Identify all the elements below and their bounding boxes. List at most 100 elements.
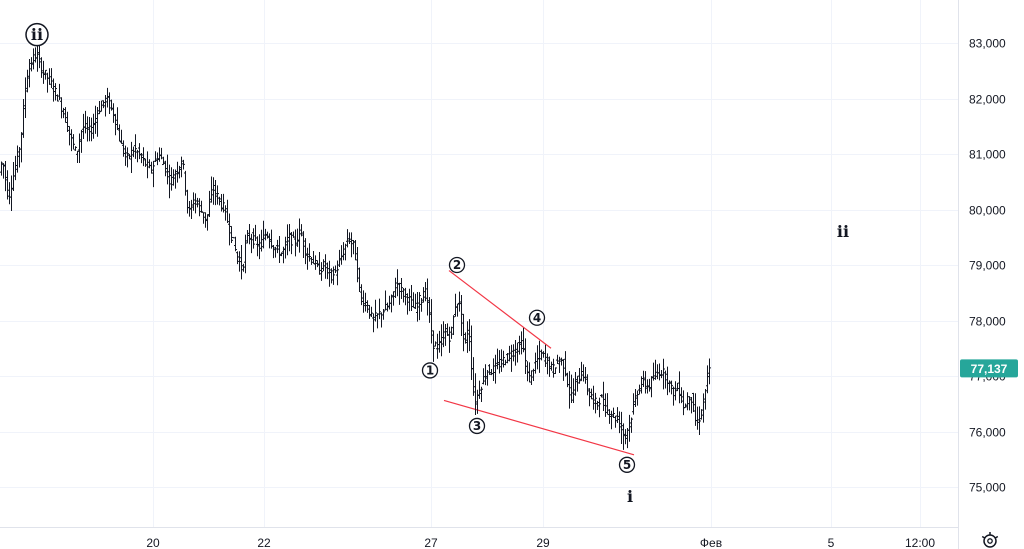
price-tick-label: 78,000 bbox=[969, 315, 1006, 329]
price-tick-label: 76,000 bbox=[969, 426, 1006, 440]
wave-label-3[interactable]: 3 bbox=[468, 417, 486, 435]
price-bar bbox=[304, 238, 307, 265]
price-bar bbox=[478, 380, 481, 399]
price-bar bbox=[358, 267, 361, 293]
price-axis[interactable]: 75,00076,00077,00078,00079,00080,00081,0… bbox=[969, 37, 1006, 495]
current-price-badge: 77,137 bbox=[960, 359, 1018, 378]
price-bar bbox=[310, 257, 313, 265]
wave-label-2[interactable]: 2 bbox=[448, 256, 466, 274]
price-bar bbox=[140, 153, 143, 164]
price-bar bbox=[698, 406, 701, 435]
price-bar bbox=[620, 411, 623, 444]
price-bar bbox=[556, 354, 559, 365]
price-bar bbox=[558, 356, 561, 373]
time-tick-label: Фев bbox=[700, 536, 722, 549]
price-bar bbox=[628, 414, 631, 442]
price-bar bbox=[16, 145, 19, 173]
svg-text:1: 1 bbox=[426, 364, 434, 378]
price-tick-label: 75,000 bbox=[969, 481, 1006, 495]
price-bar bbox=[650, 376, 653, 398]
price-bar bbox=[396, 269, 399, 297]
price-bar bbox=[178, 165, 181, 179]
price-bar bbox=[506, 353, 509, 364]
price-bar bbox=[238, 251, 241, 272]
price-bar bbox=[350, 232, 353, 258]
wave-label-ii[interactable]: ii bbox=[837, 222, 849, 241]
price-bar bbox=[202, 211, 205, 224]
price-bar bbox=[290, 232, 293, 255]
price-bar bbox=[364, 292, 367, 312]
price-bar bbox=[344, 243, 347, 261]
price-bar bbox=[588, 388, 591, 407]
price-bar bbox=[538, 340, 541, 373]
wave-label-i[interactable]: i bbox=[627, 487, 633, 506]
price-bar bbox=[226, 199, 229, 223]
price-bar bbox=[76, 150, 79, 164]
price-bar bbox=[6, 170, 9, 200]
price-bar bbox=[562, 359, 565, 381]
price-bar bbox=[460, 295, 463, 336]
price-bar bbox=[604, 393, 607, 417]
price-bar bbox=[382, 308, 385, 320]
price-bar bbox=[24, 77, 27, 118]
price-bar bbox=[434, 341, 437, 347]
price-bar bbox=[308, 243, 311, 262]
price-bar bbox=[20, 132, 23, 163]
price-bar bbox=[200, 200, 203, 213]
time-axis[interactable]: 20 22 27 29 Фев 5 12:00 bbox=[146, 536, 935, 549]
price-bar bbox=[316, 260, 319, 268]
price-bar bbox=[268, 233, 271, 249]
price-bar bbox=[306, 247, 309, 270]
svg-text:4: 4 bbox=[533, 311, 541, 325]
price-bar bbox=[274, 246, 277, 258]
price-bar bbox=[248, 224, 251, 245]
price-bar bbox=[600, 394, 603, 398]
price-bar bbox=[210, 176, 213, 203]
price-bar bbox=[652, 362, 655, 381]
price-bar bbox=[592, 385, 595, 410]
price-bar bbox=[398, 282, 401, 305]
price-bar bbox=[332, 266, 335, 285]
price-bar bbox=[138, 143, 141, 160]
price-bar bbox=[576, 375, 579, 392]
price-bar bbox=[54, 83, 57, 101]
price-bar bbox=[668, 380, 671, 393]
price-bar bbox=[302, 231, 305, 258]
wave-label-5[interactable]: 5 bbox=[618, 456, 636, 473]
price-bar bbox=[242, 263, 245, 272]
price-bar bbox=[524, 338, 527, 374]
price-bar bbox=[450, 326, 453, 339]
price-bar bbox=[366, 300, 369, 313]
price-bar bbox=[14, 155, 17, 181]
price-bar bbox=[416, 291, 419, 322]
price-bar bbox=[330, 268, 333, 284]
price-bar bbox=[130, 141, 133, 173]
price-bar bbox=[440, 324, 443, 357]
price-bar bbox=[318, 252, 321, 275]
price-bar bbox=[496, 348, 499, 370]
price-bar bbox=[514, 340, 517, 366]
wave-label-4[interactable]: 4 bbox=[528, 309, 546, 326]
price-bar bbox=[114, 113, 117, 136]
price-bar bbox=[48, 68, 51, 85]
price-bar bbox=[58, 83, 61, 101]
price-bar bbox=[156, 152, 159, 166]
price-bar bbox=[110, 99, 113, 111]
gear-icon[interactable] bbox=[981, 532, 999, 548]
price-bar bbox=[190, 199, 193, 220]
price-bar bbox=[62, 107, 65, 119]
wave-label-1[interactable]: 1 bbox=[421, 362, 439, 379]
price-bar bbox=[78, 133, 81, 164]
price-bar bbox=[426, 278, 429, 316]
price-bar bbox=[128, 153, 131, 160]
trend-line[interactable] bbox=[448, 270, 552, 349]
price-bar bbox=[264, 228, 267, 241]
price-bar bbox=[598, 397, 601, 418]
price-bar bbox=[704, 389, 707, 410]
price-bar bbox=[690, 397, 693, 414]
wave-label-ii[interactable]: ii bbox=[25, 22, 49, 47]
price-bar bbox=[526, 361, 529, 382]
price-bar bbox=[172, 169, 175, 186]
price-bar bbox=[696, 406, 699, 430]
